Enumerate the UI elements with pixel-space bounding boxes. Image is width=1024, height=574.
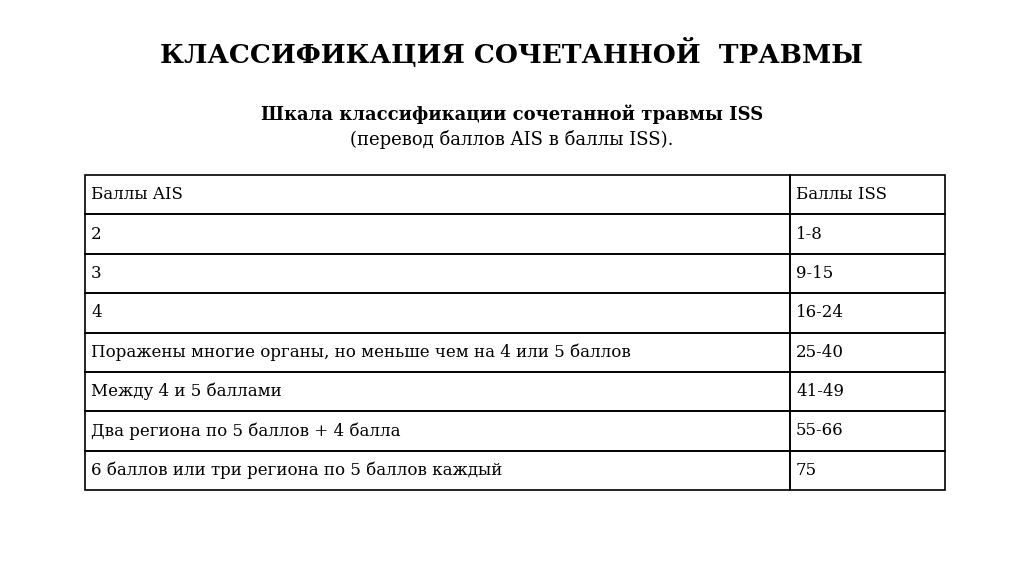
Text: 25-40: 25-40 [796,344,844,360]
Text: Поражены многие органы, но меньше чем на 4 или 5 баллов: Поражены многие органы, но меньше чем на… [91,343,631,361]
Bar [790,332,945,372]
Text: Шкала классификации сочетанной травмы ISS: Шкала классификации сочетанной травмы IS… [261,105,763,125]
Text: 41-49: 41-49 [796,383,844,400]
Text: 1-8: 1-8 [796,226,823,243]
Text: 75: 75 [796,462,817,479]
Bar [790,451,945,490]
Text: (перевод баллов AIS в баллы ISS).: (перевод баллов AIS в баллы ISS). [350,130,674,149]
Text: 3: 3 [91,265,101,282]
Bar [790,175,945,214]
Bar [85,254,790,293]
Text: 6 баллов или три региона по 5 баллов каждый: 6 баллов или три региона по 5 баллов каж… [91,461,503,479]
Bar [85,372,790,411]
Bar [85,451,790,490]
Text: 4: 4 [91,304,101,321]
Text: Баллы ISS: Баллы ISS [796,186,887,203]
Text: Между 4 и 5 баллами: Между 4 и 5 баллами [91,383,282,400]
Bar [85,293,790,332]
Bar [790,214,945,254]
Text: 9-15: 9-15 [796,265,834,282]
Bar [790,293,945,332]
Text: 2: 2 [91,226,101,243]
Bar [85,411,790,451]
Text: Два региона по 5 баллов + 4 балла: Два региона по 5 баллов + 4 балла [91,422,400,440]
Bar [85,214,790,254]
Bar [85,175,790,214]
Text: Баллы AIS: Баллы AIS [91,186,183,203]
Bar [790,411,945,451]
Text: 55-66: 55-66 [796,422,844,440]
Bar [790,254,945,293]
Bar [85,332,790,372]
Bar [790,372,945,411]
Text: 16-24: 16-24 [796,304,844,321]
Text: КЛАССИФИКАЦИЯ СОЧЕТАННОЙ  ТРАВМЫ: КЛАССИФИКАЦИЯ СОЧЕТАННОЙ ТРАВМЫ [161,38,863,68]
